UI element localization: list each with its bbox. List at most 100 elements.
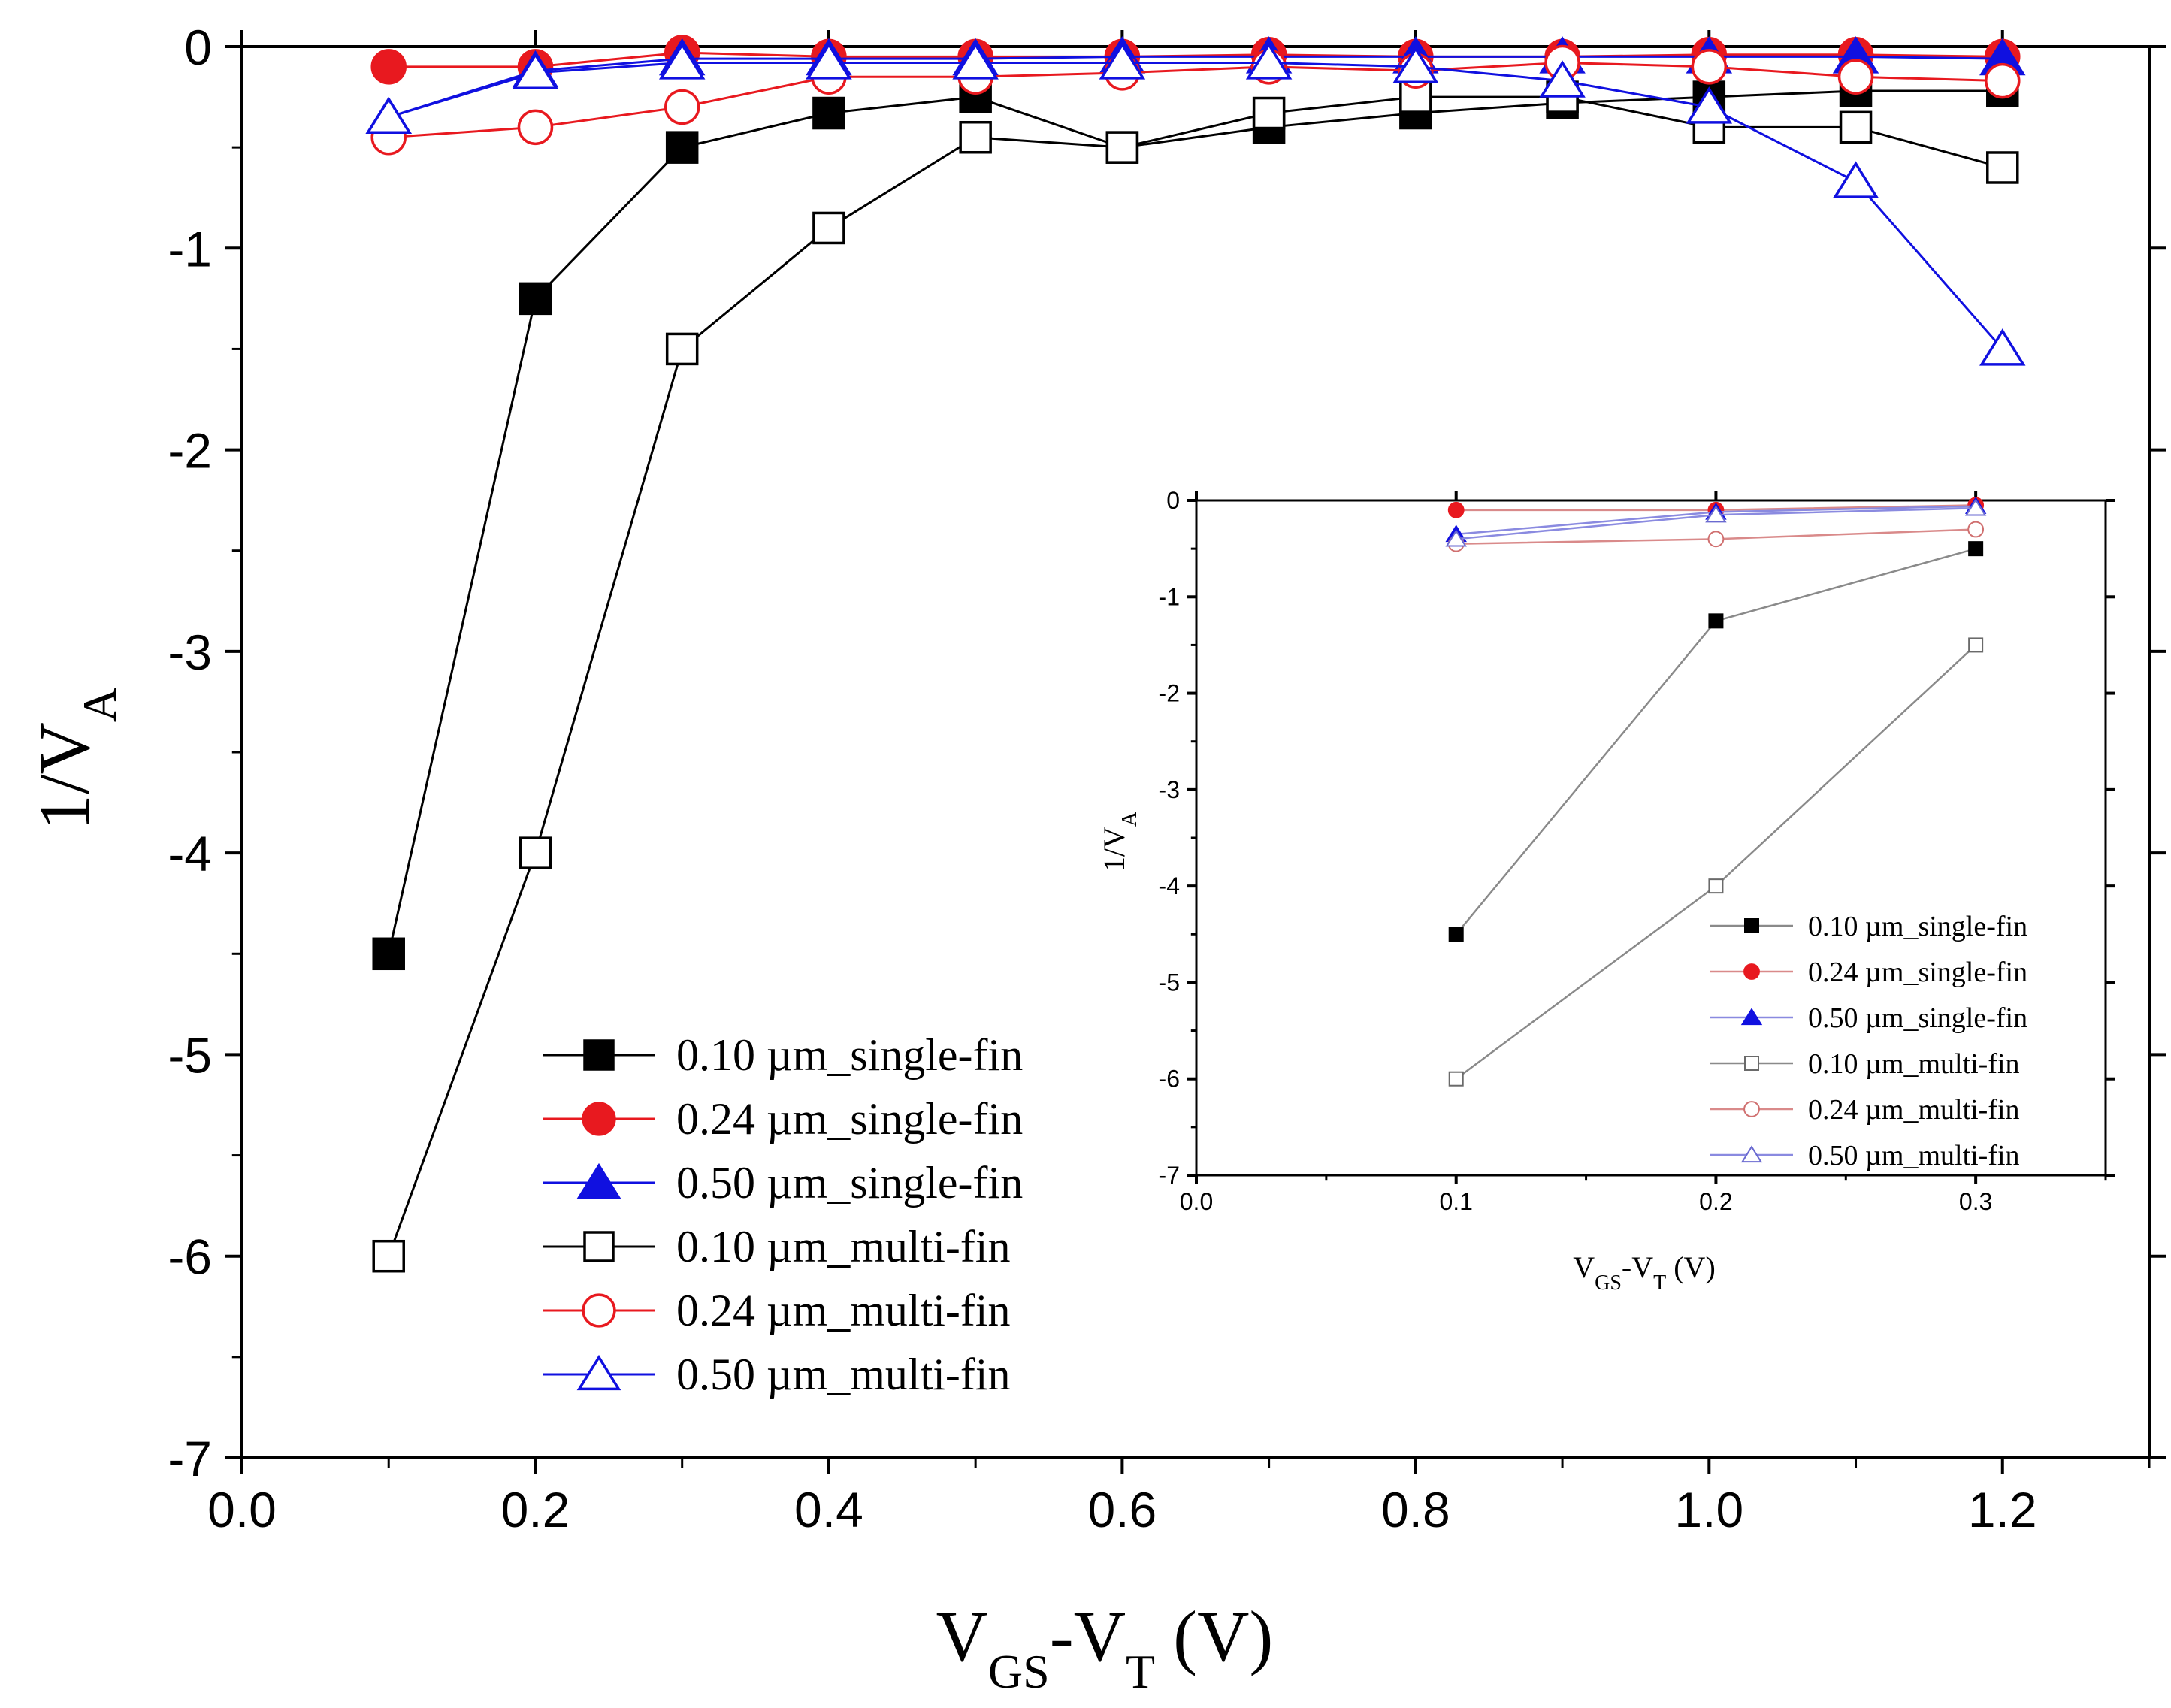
main-x-title-sub2: T <box>1126 1645 1155 1698</box>
main-x-axis-title: VGS-VT (V) <box>936 1596 1274 1698</box>
main-y-tick-label: 0 <box>184 20 212 75</box>
main-legend-marker <box>576 1354 621 1391</box>
main-point-0-10-um-multi-fin <box>812 211 845 245</box>
main-tick-labels: 0.0 0.2 0.4 0.6 0.8 1.0 1.2 0 -1 -2 -3 -4 -5 -6 -7 <box>168 20 2036 1537</box>
inset-y-tick-label: -7 <box>1159 1162 1180 1189</box>
inset-point-0-24-um-multi-fin <box>1967 521 1985 538</box>
main-point-0-10-um-multi-fin <box>1839 110 1873 144</box>
main-point-0-50-um-multi-fin <box>512 52 559 90</box>
inset-legend-label: 0.24 µm_multi-fin <box>1808 1094 2020 1126</box>
main-x-tick-label: 0.2 <box>501 1482 570 1537</box>
inset-plot: 0.0 0.1 0.2 0.3 0 -1 -2 -3 -4 -5 -6 -7 1/VA VGS-VT … <box>1097 487 2115 1295</box>
inset-y-title-main: 1/V <box>1097 827 1131 872</box>
main-point-0-50-um-multi-fin <box>365 96 412 135</box>
main-plot: 0.0 0.2 0.4 0.6 0.8 1.0 1.2 0 -1 -2 -3 -4 -5 -6 -7 1/V… <box>24 20 2166 1698</box>
inset-legend-marker <box>1743 1101 1760 1117</box>
main-x-tick-label: 0.4 <box>794 1482 863 1537</box>
main-x-tick-label: 0.0 <box>207 1482 277 1537</box>
inset-legend-label: 0.24 µm_single-fin <box>1808 957 2027 988</box>
main-legend-marker <box>576 1162 621 1199</box>
main-x-tick-label: 1.0 <box>1674 1482 1743 1537</box>
main-point-0-50-um-multi-fin <box>1979 328 2026 366</box>
inset-legend-label: 0.50 µm_multi-fin <box>1808 1140 2020 1171</box>
main-legend-label: 0.10 µm_multi-fin <box>676 1222 1011 1271</box>
inset-plot-frame <box>1195 499 2107 1177</box>
main-y-tick-label: -2 <box>168 423 212 479</box>
main-point-0-10-um-multi-fin <box>1252 96 1286 130</box>
inset-series-0-50-um-multi-fin <box>1445 498 1987 547</box>
inset-y-tick-label: -5 <box>1159 969 1180 996</box>
inset-y-tick-label: -1 <box>1159 583 1180 610</box>
main-x-tick-label: 1.2 <box>1968 1482 2037 1537</box>
main-point-0-10-um-single-fin <box>372 937 405 971</box>
main-legend-item: 0.10 µm_multi-fin <box>543 1222 1011 1271</box>
main-point-0-10-um-multi-fin <box>372 1239 405 1273</box>
inset-legend-label: 0.10 µm_multi-fin <box>1808 1048 2020 1080</box>
inset-y-tick-label: -6 <box>1159 1066 1180 1093</box>
inset-x-title-dash: - <box>1622 1250 1631 1284</box>
main-y-title-sub: A <box>73 688 126 722</box>
inset-x-axis-title: VGS-VT (V) <box>1573 1250 1716 1295</box>
main-legend-label: 0.50 µm_multi-fin <box>676 1350 1011 1399</box>
main-series-line <box>387 95 2003 1257</box>
main-legend-marker <box>583 1039 615 1071</box>
main-point-0-24-um-multi-fin <box>664 89 700 125</box>
inset-legend-item: 0.10 µm_multi-fin <box>1710 1048 2020 1080</box>
inset-point-0-50-um-multi-fin <box>1445 529 1467 547</box>
main-legend-item: 0.10 µm_single-fin <box>543 1030 1023 1080</box>
inset-point-0-10-um-multi-fin <box>1708 878 1724 894</box>
inset-x-tick-label: 0.3 <box>1959 1188 1992 1215</box>
inset-series-group <box>1445 497 1987 1087</box>
main-legend-label: 0.24 µm_multi-fin <box>676 1286 1011 1335</box>
inset-legend-item: 0.24 µm_single-fin <box>1710 957 2027 988</box>
main-series-line <box>389 61 2003 139</box>
inset-series-0-10-um-multi-fin <box>1448 637 1984 1087</box>
main-series-line <box>387 89 2003 954</box>
inset-x-title-v1: V <box>1573 1250 1595 1284</box>
main-legend-label: 0.10 µm_single-fin <box>676 1030 1023 1080</box>
main-y-tick-label: -3 <box>168 624 212 680</box>
inset-point-0-24-um-single-fin <box>1447 501 1465 518</box>
inset-x-title-v2: V <box>1631 1250 1653 1284</box>
inset-x-tick-label: 0.2 <box>1699 1188 1732 1215</box>
main-x-title-unit: (V) <box>1155 1596 1273 1676</box>
inset-point-0-10-um-single-fin <box>1448 927 1464 942</box>
main-legend-label: 0.50 µm_single-fin <box>676 1158 1023 1208</box>
inset-y-tick-label: 0 <box>1166 487 1180 514</box>
inset-legend-marker <box>1740 1008 1763 1026</box>
main-point-0-50-um-multi-fin <box>1099 42 1146 80</box>
inset-legend: 0.10 µm_single-fin 0.24 µm_single-fin 0.50… <box>1710 911 2027 1171</box>
main-legend-item: 0.24 µm_multi-fin <box>543 1286 1011 1335</box>
inset-point-0-10-um-multi-fin <box>1968 637 1984 653</box>
main-y-tick-label: -1 <box>168 221 212 277</box>
main-y-tick-label: -4 <box>168 826 212 881</box>
inset-y-tick-label: -4 <box>1159 872 1180 899</box>
inset-y-tick-label: -2 <box>1159 680 1180 707</box>
main-x-title-v2: V <box>1074 1596 1126 1676</box>
main-point-0-10-um-multi-fin <box>519 836 552 869</box>
main-series-0-50-um-multi-fin <box>365 42 2026 366</box>
main-point-0-50-um-multi-fin <box>1832 161 1879 198</box>
inset-point-0-10-um-single-fin <box>1968 541 1984 557</box>
main-point-0-50-um-multi-fin <box>952 42 999 80</box>
main-y-title-main: 1/V <box>24 722 104 830</box>
main-legend-marker <box>583 1231 615 1262</box>
main-point-0-50-um-multi-fin <box>658 42 706 80</box>
main-legend-item: 0.50 µm_single-fin <box>543 1158 1023 1208</box>
inset-point-0-24-um-multi-fin <box>1707 531 1725 548</box>
main-x-title-dash: - <box>1050 1596 1074 1676</box>
inset-legend-item: 0.50 µm_multi-fin <box>1710 1140 2020 1171</box>
main-x-tick-label: 0.8 <box>1381 1482 1450 1537</box>
inset-point-0-50-um-multi-fin <box>1964 498 1987 516</box>
inset-x-title-sub2: T <box>1653 1271 1666 1295</box>
inset-legend-marker <box>1744 1056 1759 1071</box>
inset-legend-item: 0.50 µm_single-fin <box>1710 1002 2027 1034</box>
inset-y-axis-title: 1/VA <box>1097 811 1141 872</box>
main-point-0-24-um-multi-fin <box>1837 59 1874 95</box>
main-point-0-10-um-multi-fin <box>665 332 699 366</box>
main-y-axis-title: 1/VA <box>24 688 126 830</box>
inset-x-tick-label: 0.0 <box>1180 1188 1213 1215</box>
main-y-tick-label: -5 <box>168 1027 212 1083</box>
main-x-tick-label: 0.6 <box>1088 1482 1157 1537</box>
main-point-0-10-um-single-fin <box>665 131 699 164</box>
